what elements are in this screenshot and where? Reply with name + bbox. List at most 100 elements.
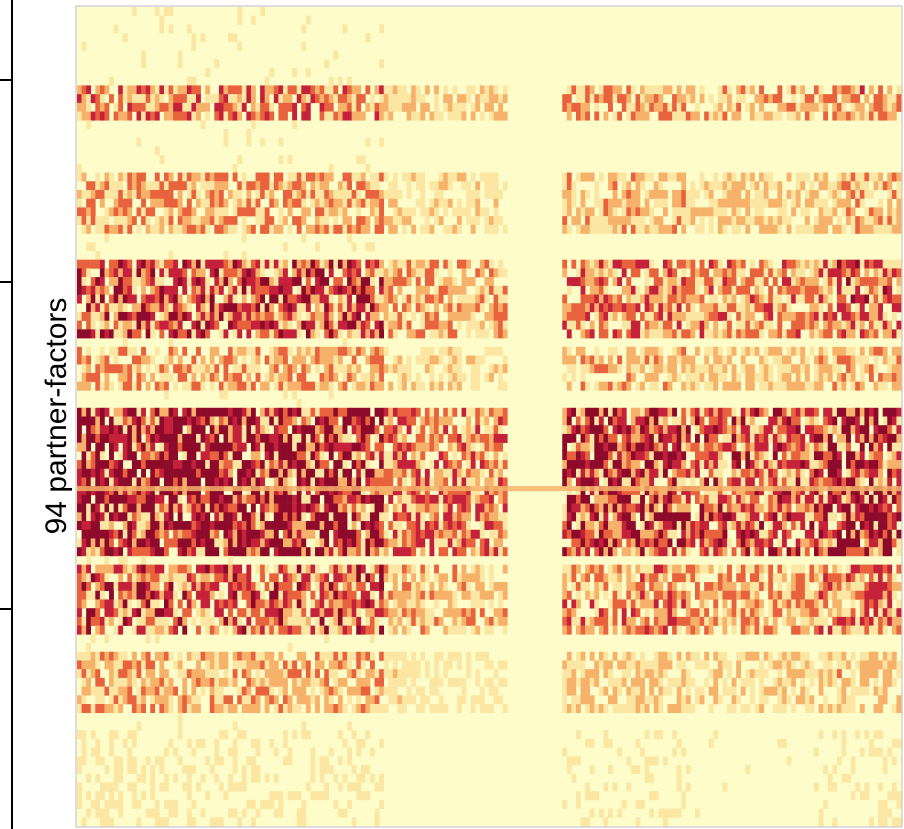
heatmap-cell <box>273 224 279 234</box>
heatmap-cell <box>791 111 797 121</box>
heatmap-cell <box>667 277 673 287</box>
heatmap-cell <box>681 433 687 443</box>
heatmap-cell <box>328 320 334 330</box>
heatmap-cell <box>708 433 714 443</box>
heatmap-cell <box>566 364 572 374</box>
heatmap-cell <box>836 425 842 435</box>
heatmap-cell <box>163 311 169 321</box>
heatmap-cell <box>113 442 119 452</box>
heatmap-cell <box>498 494 504 504</box>
heatmap-cell <box>731 277 737 287</box>
heatmap-cell <box>836 433 842 443</box>
heatmap-cell <box>177 468 183 478</box>
heatmap-cell <box>163 268 169 278</box>
heatmap-cell <box>218 189 224 199</box>
heatmap-cell <box>374 346 380 356</box>
heatmap-cell <box>154 7 160 17</box>
heatmap-cell <box>237 155 243 165</box>
heatmap-cell <box>287 198 293 208</box>
heatmap-cell <box>424 311 430 321</box>
heatmap-cell <box>868 416 874 426</box>
heatmap-cell <box>77 355 82 365</box>
heatmap-cell <box>173 425 179 435</box>
heatmap-cell <box>571 460 577 470</box>
heatmap-cell <box>379 137 385 147</box>
heatmap-cell <box>228 94 233 104</box>
heatmap-cell <box>704 189 710 199</box>
heatmap-cell <box>99 216 105 226</box>
heatmap-cell <box>800 451 806 461</box>
heatmap-cell <box>438 111 444 121</box>
heatmap-cell <box>717 207 723 217</box>
heatmap-cell <box>214 320 220 330</box>
heatmap-cell <box>823 207 829 217</box>
heatmap-cell <box>315 364 320 374</box>
heatmap-cell <box>379 364 385 374</box>
heatmap-cell <box>292 468 298 478</box>
heatmap-cell <box>635 364 641 374</box>
heatmap-cell <box>127 346 133 356</box>
heatmap-cell <box>768 224 774 234</box>
heatmap-cell <box>319 303 325 313</box>
heatmap-cell <box>763 372 769 382</box>
heatmap-cell <box>356 268 362 278</box>
heatmap-cell <box>603 477 609 487</box>
heatmap-cell <box>580 460 586 470</box>
heatmap-cell <box>379 277 385 287</box>
heatmap-cell <box>452 207 458 217</box>
heatmap-cell <box>337 442 343 452</box>
heatmap-cell <box>804 216 810 226</box>
heatmap-cell <box>315 346 320 356</box>
heatmap-cell <box>95 102 101 112</box>
heatmap-cell <box>772 407 778 417</box>
heatmap-cell <box>887 85 893 95</box>
heatmap-cell <box>99 259 105 269</box>
heatmap-cell <box>86 503 92 513</box>
heatmap-cell <box>841 303 847 313</box>
heatmap-cell <box>113 181 119 191</box>
heatmap-cell <box>333 285 339 295</box>
heatmap-cell <box>653 329 659 339</box>
heatmap-cell <box>264 76 270 86</box>
heatmap-cell <box>369 102 375 112</box>
heatmap-cell <box>411 442 417 452</box>
heatmap-cell <box>406 416 412 426</box>
heatmap-cell <box>580 259 586 269</box>
heatmap-cell <box>86 181 92 191</box>
heatmap-cell <box>122 477 128 487</box>
heatmap-cell <box>832 364 838 374</box>
heatmap-cell <box>804 442 810 452</box>
heatmap-cell <box>95 303 101 313</box>
heatmap-cell <box>415 259 421 269</box>
heatmap-cell <box>841 320 847 330</box>
heatmap-cell <box>768 311 774 321</box>
heatmap-cell <box>571 355 577 365</box>
heatmap-cell <box>333 216 339 226</box>
heatmap-cell <box>250 285 256 295</box>
heatmap-cell <box>127 285 133 295</box>
heatmap-cell <box>250 181 256 191</box>
heatmap-cell <box>374 294 380 304</box>
heatmap-cell <box>118 346 124 356</box>
heatmap-cell <box>768 111 774 121</box>
heatmap-cell <box>859 85 865 95</box>
heatmap-cell <box>278 85 284 95</box>
heatmap-cell <box>470 442 476 452</box>
heatmap-cell <box>131 477 137 487</box>
heatmap-cell <box>205 259 211 269</box>
heatmap-cell <box>99 355 105 365</box>
heatmap-cell <box>617 451 623 461</box>
heatmap-cell <box>800 320 806 330</box>
heatmap-cell <box>580 494 586 504</box>
heatmap-cell <box>763 451 769 461</box>
heatmap-cell <box>878 224 883 234</box>
heatmap-cell <box>122 364 128 374</box>
heatmap-cell <box>777 460 783 470</box>
heatmap-cell <box>95 111 101 121</box>
heatmap-cell <box>104 503 110 513</box>
heatmap-cell <box>896 198 902 208</box>
heatmap-cell <box>502 381 508 391</box>
heatmap-cell <box>205 172 211 182</box>
heatmap-cell <box>630 442 636 452</box>
heatmap-cell <box>168 329 174 339</box>
